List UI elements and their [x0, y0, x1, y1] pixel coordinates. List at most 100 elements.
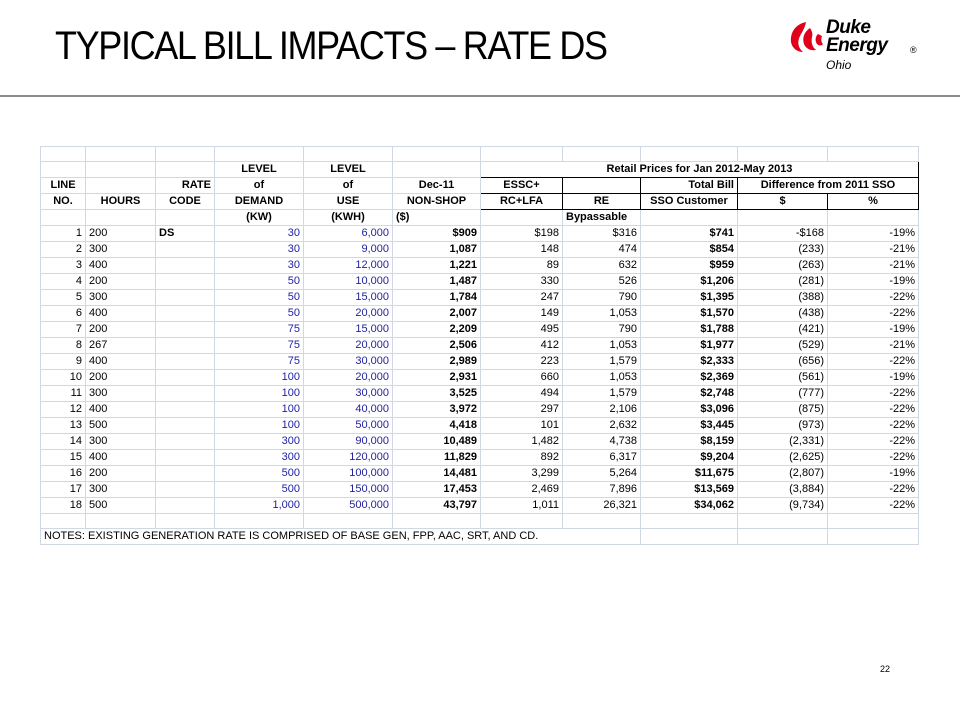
cell-difference-dollar: (875): [737, 401, 828, 418]
table-row: 15 400 300 120,000 11,829 892 6,317 $9,204 (2,62…: [40, 449, 919, 466]
cell-use: 9,000: [303, 241, 393, 258]
cell-demand: 500: [214, 465, 304, 482]
header-of-use: of: [303, 177, 393, 194]
cell-demand: 50: [214, 273, 304, 290]
cell-non-shop: 3,525: [392, 385, 481, 402]
cell-use: 90,000: [303, 433, 393, 450]
header-code: CODE: [155, 193, 215, 210]
cell-essc: 412: [480, 337, 563, 354]
cell-demand: 100: [214, 369, 304, 386]
table-header-row-2: LINE RATE of of Dec-11 ESSC+ Total Bill …: [40, 177, 919, 194]
cell-difference-percent: -22%: [827, 481, 919, 498]
header-retail-prices: Retail Prices for Jan 2012-May 2013: [480, 161, 919, 178]
table-row: 4 200 50 10,000 1,487 330 526 $1,206 (281) -19%: [40, 273, 919, 290]
header-dec-11: Dec-11: [392, 177, 481, 194]
cell-re: 2,106: [562, 401, 641, 418]
cell-re: 1,579: [562, 385, 641, 402]
cell-difference-percent: -22%: [827, 353, 919, 370]
cell-line: 10: [40, 369, 86, 386]
table-row: 17 300 500 150,000 17,453 2,469 7,896 $13,569 (3…: [40, 481, 919, 498]
cell-line: 15: [40, 449, 86, 466]
cell-difference-dollar: (2,807): [737, 465, 828, 482]
table-row: 16 200 500 100,000 14,481 3,299 5,264 $11,675 (2…: [40, 465, 919, 482]
header-demand: DEMAND: [214, 193, 304, 210]
cell-total-bill: $3,096: [640, 401, 738, 418]
cell-hours: 500: [85, 497, 156, 514]
cell-line: 5: [40, 289, 86, 306]
cell-essc: 494: [480, 385, 563, 402]
header-dollar: $: [737, 193, 828, 210]
cell-use: 20,000: [303, 305, 393, 322]
cell-essc: 1,011: [480, 497, 563, 514]
cell-difference-percent: -22%: [827, 305, 919, 322]
cell-line: 14: [40, 433, 86, 450]
cell-essc: 149: [480, 305, 563, 322]
cell-non-shop: 1,487: [392, 273, 481, 290]
cell-use: 20,000: [303, 369, 393, 386]
cell-use: 6,000: [303, 225, 393, 242]
cell-hours: 500: [85, 417, 156, 434]
cell-total-bill: $1,788: [640, 321, 738, 338]
cell-non-shop: 1,784: [392, 289, 481, 306]
cell-difference-dollar: (777): [737, 385, 828, 402]
cell-difference-percent: -22%: [827, 497, 919, 514]
cell-re: 5,264: [562, 465, 641, 482]
header-total-bill: Total Bill: [640, 177, 738, 194]
logo-wordmark-energy: Energy: [826, 35, 888, 56]
cell-demand: 300: [214, 433, 304, 450]
table-row: 8 267 75 20,000 2,506 412 1,053 $1,977 (529) -21%: [40, 337, 919, 354]
table-row: 1 200 DS 30 6,000 $909 $198 $316 $741 -$168 -19%: [40, 225, 919, 242]
cell-code: [155, 257, 215, 274]
cell-use: 15,000: [303, 321, 393, 338]
cell-hours: 300: [85, 481, 156, 498]
table-spacer-row: [40, 513, 919, 529]
cell-hours: 200: [85, 465, 156, 482]
cell-code: [155, 289, 215, 306]
cell-demand: 50: [214, 305, 304, 322]
cell-essc: 495: [480, 321, 563, 338]
cell-code: [155, 449, 215, 466]
header-hours: HOURS: [85, 193, 156, 210]
logo-registered-mark: ®: [910, 45, 917, 55]
header-re: RE: [562, 193, 641, 210]
cell-difference-dollar: (438): [737, 305, 828, 322]
cell-demand: 500: [214, 481, 304, 498]
cell-demand: 75: [214, 337, 304, 354]
cell-line: 18: [40, 497, 86, 514]
cell-difference-dollar: (281): [737, 273, 828, 290]
cell-line: 12: [40, 401, 86, 418]
cell-difference-percent: -22%: [827, 289, 919, 306]
cell-demand: 100: [214, 417, 304, 434]
cell-re: 526: [562, 273, 641, 290]
cell-essc: 330: [480, 273, 563, 290]
header-usd: ($): [392, 209, 481, 226]
cell-line: 7: [40, 321, 86, 338]
cell-code: [155, 241, 215, 258]
cell-use: 50,000: [303, 417, 393, 434]
cell-essc: 89: [480, 257, 563, 274]
cell-non-shop: 2,506: [392, 337, 481, 354]
cell-total-bill: $741: [640, 225, 738, 242]
cell-demand: 100: [214, 385, 304, 402]
logo-wordmark-duke: Duke: [826, 17, 871, 38]
cell-line: 2: [40, 241, 86, 258]
cell-difference-percent: -19%: [827, 321, 919, 338]
header-of-demand: of: [214, 177, 304, 194]
cell-line: 4: [40, 273, 86, 290]
header-difference: Difference from 2011 SSO: [737, 177, 919, 194]
cell-difference-percent: -21%: [827, 257, 919, 274]
cell-re: 4,738: [562, 433, 641, 450]
table-row: 5 300 50 15,000 1,784 247 790 $1,395 (388) -22%: [40, 289, 919, 306]
cell-re: 6,317: [562, 449, 641, 466]
table-row: 12 400 100 40,000 3,972 297 2,106 $3,096 (875) -2…: [40, 401, 919, 418]
cell-difference-percent: -22%: [827, 401, 919, 418]
table-row: 6 400 50 20,000 2,007 149 1,053 $1,570 (438) -22%: [40, 305, 919, 322]
cell-re: 1,579: [562, 353, 641, 370]
cell-line: 3: [40, 257, 86, 274]
header-kw: (KW): [214, 209, 304, 226]
table-header-row-3: NO. HOURS CODE DEMAND USE NON-SHOP RC+LF…: [40, 193, 919, 210]
cell-re: 1,053: [562, 369, 641, 386]
cell-re: 1,053: [562, 305, 641, 322]
cell-non-shop: 3,972: [392, 401, 481, 418]
cell-line: 9: [40, 353, 86, 370]
